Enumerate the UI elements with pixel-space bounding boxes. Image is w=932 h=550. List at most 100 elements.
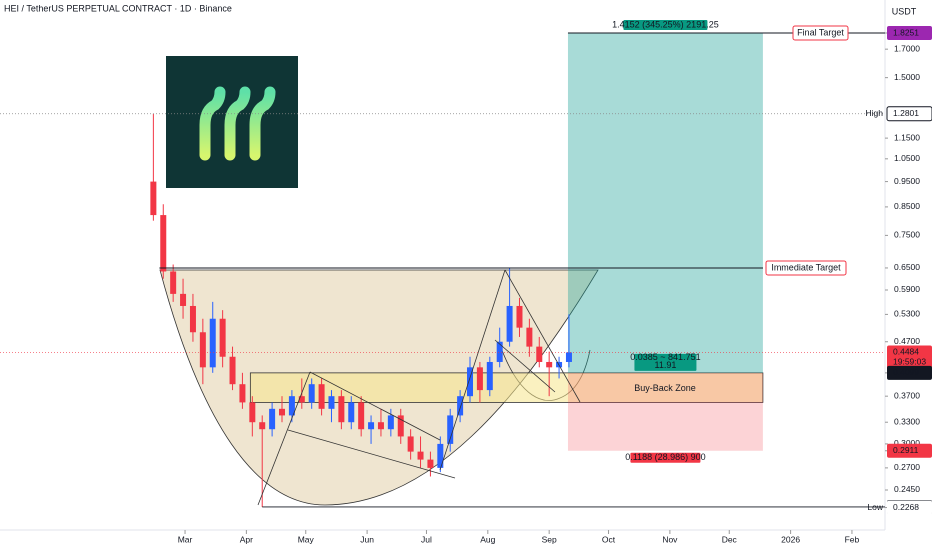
- y-tick-label: 0.2700: [894, 462, 920, 472]
- candle-body: [437, 443, 444, 468]
- candle-body: [536, 346, 543, 362]
- candle-body: [279, 408, 286, 416]
- candle-body: [516, 305, 523, 328]
- candle-body: [170, 271, 177, 294]
- level-label: Immediate Target: [771, 262, 841, 272]
- entry-label-box: [634, 353, 697, 371]
- candle-body: [288, 396, 295, 416]
- trend-line: [257, 371, 311, 506]
- candle-body: [377, 422, 384, 430]
- target-label-box: [623, 20, 708, 31]
- zone-label: Buy-Back Zone: [634, 383, 696, 393]
- data-layer: [150, 33, 764, 507]
- level-label: Final Target: [797, 27, 844, 37]
- price-badge-label: 0.2268: [893, 502, 919, 512]
- candle-body: [397, 415, 404, 437]
- price-badge: [887, 500, 932, 515]
- candle-body: [199, 332, 206, 368]
- y-tick-label: 0.2450: [894, 484, 920, 494]
- stop-zone: [567, 372, 763, 451]
- candle-body: [417, 451, 424, 460]
- y-tick-label: 0.3000: [894, 438, 920, 448]
- chart-header: HEI / TetherUS PERPETUAL CONTRACT · 1D ·…: [4, 3, 232, 13]
- trend-line: [439, 269, 506, 471]
- y-tick-label: 0.3300: [894, 416, 920, 426]
- trend-line: [504, 269, 581, 403]
- price-badge-label: 1.2801: [893, 108, 919, 118]
- y-tick-label: 0.7500: [894, 230, 920, 240]
- candle-body: [427, 459, 434, 468]
- price-badge-label: 1.8251: [893, 27, 919, 37]
- x-tick-label: Apr: [240, 534, 253, 544]
- price-badge: [887, 443, 932, 458]
- candle-body: [338, 396, 345, 423]
- y-tick-label: 0.5300: [894, 309, 920, 319]
- price-badge: [887, 26, 932, 41]
- entry-label: 11.91: [655, 360, 677, 370]
- price-badge-label: 0.4099: [893, 367, 919, 377]
- stop-label: 0.1188 (28.986) 900: [625, 452, 705, 462]
- candle-body: [368, 422, 375, 430]
- candle-body: [467, 367, 474, 397]
- entry-label: 0.0385 ~ 841.751: [630, 352, 700, 362]
- candle-body: [249, 402, 256, 423]
- candle-body: [209, 318, 216, 368]
- candle-body: [526, 327, 533, 347]
- x-tick-label: Jun: [360, 534, 374, 544]
- buy-back-zone: [249, 372, 764, 403]
- y-tick-label: 1.7000: [894, 43, 920, 53]
- candle-body: [239, 384, 246, 403]
- candle-body: [180, 293, 187, 306]
- candle-body: [189, 305, 196, 333]
- y-tick-label: 0.5900: [894, 284, 920, 294]
- candle-body: [348, 402, 355, 423]
- price-tag: High: [866, 108, 884, 118]
- y-tick-label: 0.8500: [894, 201, 920, 211]
- candle-body: [457, 396, 464, 416]
- x-tick-label: Oct: [602, 534, 616, 544]
- y-tick-label: 1.0500: [894, 153, 920, 163]
- target-label: 1.4152 (345.25%) 2191.25: [612, 19, 719, 29]
- candle-body: [259, 422, 266, 430]
- price-badge-label: 0.2911: [893, 445, 919, 455]
- candle-body: [476, 367, 483, 391]
- x-tick-label: Aug: [480, 534, 495, 544]
- price-axis: [885, 0, 932, 550]
- price-badge: [887, 365, 932, 380]
- level-box: [792, 25, 849, 41]
- trend-line: [494, 339, 556, 393]
- trend-line: [287, 429, 456, 479]
- x-tick-label: Feb: [845, 534, 860, 544]
- y-tick-label: 0.9500: [894, 176, 920, 186]
- x-tick-label: May: [298, 534, 315, 544]
- trend-line: [309, 371, 441, 441]
- x-tick-label: Dec: [722, 534, 738, 544]
- countdown: 19:59:03: [893, 357, 926, 367]
- x-tick-label: Jul: [421, 534, 432, 544]
- y-tick-label: 0.4700: [894, 336, 920, 346]
- price-badge: [886, 106, 932, 122]
- candle-body: [160, 215, 167, 272]
- candle-body: [150, 181, 157, 216]
- y-tick-label: 0.6500: [894, 262, 920, 272]
- price-badge-label: 0.4484: [893, 347, 919, 357]
- candle-body: [565, 352, 572, 362]
- target-zone: [567, 33, 763, 373]
- x-tick-label: Nov: [662, 534, 678, 544]
- candle-body: [546, 361, 553, 368]
- candle-body: [229, 356, 236, 385]
- x-tick-label: Mar: [178, 534, 193, 544]
- candle-body: [219, 318, 226, 357]
- candle-body: [486, 361, 493, 391]
- currency: USDT: [892, 6, 917, 16]
- candle-body: [318, 384, 325, 409]
- candle-body: [407, 436, 414, 452]
- overlay-layer: Mar Apr May Jun Jul Aug Sep Oct Nov Dec 2026 Feb 1.7…: [0, 19, 932, 544]
- level-box: [765, 260, 847, 276]
- y-tick-label: 1.5000: [894, 72, 920, 82]
- candle-body: [298, 396, 305, 403]
- candle-body: [496, 341, 503, 362]
- pattern-lines: [257, 269, 581, 506]
